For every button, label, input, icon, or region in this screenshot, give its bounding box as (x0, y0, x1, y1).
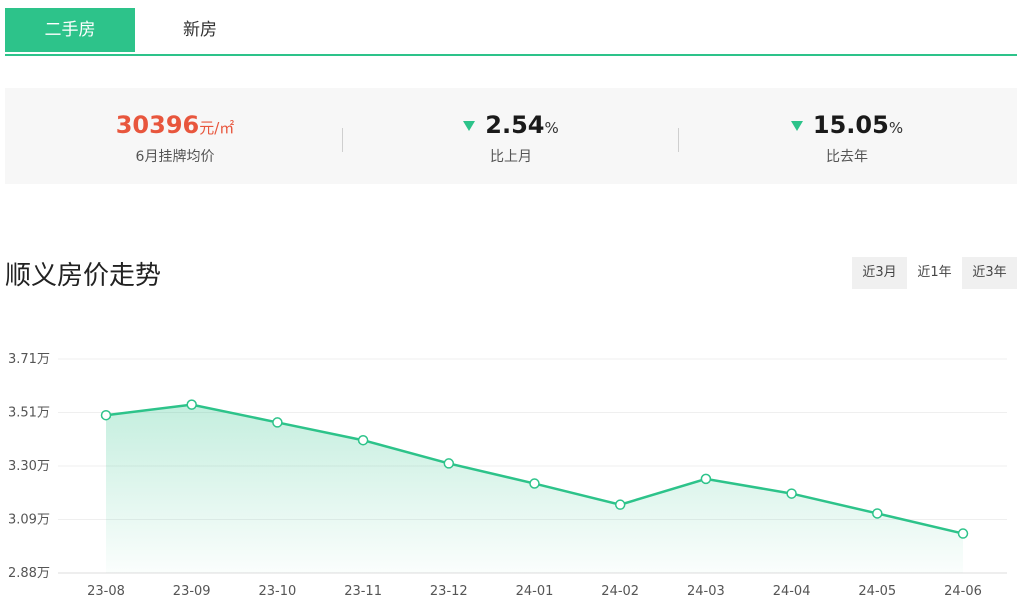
yoy-label: 比去年 (826, 149, 868, 165)
range-1-year-button[interactable]: 近1年 (907, 257, 962, 289)
range-3-years-button[interactable]: 近3年 (962, 257, 1017, 289)
data-point[interactable] (272, 417, 283, 428)
down-arrow-icon (790, 120, 803, 131)
price-trend-chart: 3.71万 3.51万 3.30万 3.09万 2.88万 23-08 23-09 23-1… (8, 352, 1007, 599)
chart-title: 顺义房价走势 (5, 261, 162, 291)
data-point[interactable] (872, 508, 883, 519)
data-point[interactable] (700, 473, 712, 485)
mom-unit: % (544, 119, 559, 137)
x-tick-label: 23-11 (344, 584, 382, 599)
avg-price-unit: 元/㎡ (199, 119, 235, 137)
data-point[interactable] (529, 478, 540, 489)
x-tick-label: 24-01 (516, 584, 554, 599)
data-point[interactable] (357, 434, 369, 446)
price-area (106, 404, 963, 573)
x-tick-label: 24-05 (858, 584, 896, 599)
y-tick-label: 3.71万 (8, 352, 50, 367)
avg-price-stat: 30396元/㎡ 6月挂牌均价 (10, 108, 340, 166)
x-tick-label: 24-02 (601, 584, 639, 599)
house-type-tabs: 二手房 新房 (5, 8, 1017, 56)
y-tick-label: 3.30万 (8, 459, 50, 474)
x-tick-label: 23-12 (430, 584, 468, 599)
tab-new-house[interactable]: 新房 (135, 8, 265, 52)
data-point[interactable] (957, 528, 969, 539)
month-over-month-stat: 2.54% 比上月 (346, 108, 676, 166)
x-tick-label: 24-04 (773, 584, 811, 599)
avg-price-value: 30396 (115, 111, 200, 139)
range-selector: 近3月 近1年 近3年 (852, 257, 1017, 289)
data-point[interactable] (100, 409, 112, 421)
yoy-value: 15.05 (812, 111, 889, 139)
avg-price-label: 6月挂牌均价 (135, 149, 215, 165)
data-point[interactable] (443, 458, 455, 469)
x-tick-label: 23-09 (173, 584, 211, 599)
divider (678, 128, 679, 152)
x-tick-label: 23-08 (87, 584, 125, 599)
x-tick-label: 24-03 (687, 584, 725, 599)
data-point[interactable] (786, 488, 797, 499)
year-over-year-stat: 15.05% 比去年 (682, 108, 1012, 166)
divider (342, 128, 343, 152)
y-tick-label: 3.09万 (8, 513, 50, 528)
data-point[interactable] (186, 399, 197, 410)
tab-second-hand[interactable]: 二手房 (5, 8, 135, 52)
range-3-months-button[interactable]: 近3月 (852, 257, 907, 289)
down-arrow-icon (463, 120, 476, 131)
price-stats-panel: 30396元/㎡ 6月挂牌均价 2.54% 比上月 15.05% 比去年 (5, 88, 1017, 184)
y-tick-label: 2.88万 (8, 566, 50, 581)
mom-value: 2.54 (485, 111, 545, 139)
x-tick-label: 24-06 (944, 584, 982, 599)
data-point[interactable] (614, 499, 626, 510)
x-tick-label: 23-10 (259, 584, 297, 599)
yoy-unit: % (888, 119, 904, 137)
mom-label: 比上月 (490, 149, 532, 165)
y-tick-label: 3.51万 (8, 406, 50, 421)
